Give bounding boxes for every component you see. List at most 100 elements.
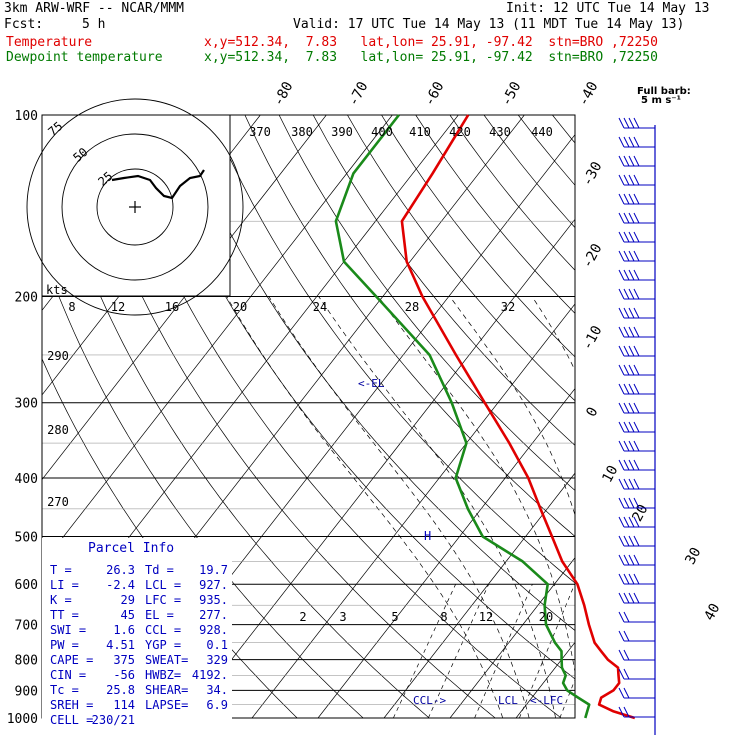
valid-time: Valid: 17 UTC Tue 14 May 13 (11 MDT Tue … <box>293 17 685 32</box>
dry-adiabat <box>415 115 575 314</box>
parcel-label: SWEAT= <box>145 653 188 667</box>
wind-barb-flag <box>633 231 640 243</box>
isotherm-label: 10 <box>599 463 621 485</box>
dewpoint-station-info: x,y=512.34, 7.83 lat,lon= 25.91, -97.42 … <box>204 50 658 65</box>
wind-barb <box>618 497 655 509</box>
wind-barb-flag <box>628 345 635 357</box>
theta-label: 420 <box>449 125 471 139</box>
dry-adiabat <box>312 115 575 446</box>
isotherm-label: -70 <box>345 79 371 109</box>
wind-barb-flag <box>628 554 635 566</box>
wind-barb <box>618 136 655 148</box>
wind-barb-flag <box>623 212 630 224</box>
wind-barb-flag <box>633 535 640 547</box>
parcel-value: -56 <box>113 668 135 682</box>
wind-barb-flag <box>633 573 640 585</box>
wind-barb-flag <box>618 155 625 167</box>
wind-barb-flag <box>628 421 635 433</box>
mixing-ratio-line <box>474 584 533 719</box>
wind-barb-flag <box>633 554 640 566</box>
parcel-value: 29 <box>121 593 135 607</box>
wind-barb-flag <box>623 269 630 281</box>
wind-barb-flag <box>618 250 625 262</box>
wind-barb-flag <box>633 459 640 471</box>
parcel-label: PW = <box>50 638 79 652</box>
isotherm-line <box>515 641 575 719</box>
wind-barb <box>618 345 655 357</box>
isotherm-line <box>251 303 575 719</box>
wind-barb-flag <box>623 535 630 547</box>
wind-barb <box>618 440 655 452</box>
wind-barb-flag <box>618 364 625 376</box>
parcel-value: 34. <box>206 683 228 697</box>
theta-label: 430 <box>489 125 511 139</box>
speed-label: 20 <box>233 300 247 314</box>
wind-barb-flag <box>633 364 640 376</box>
wind-barb-flag <box>628 136 635 148</box>
wind-barb-flag <box>623 668 630 680</box>
parcel-info-row: TT = 45 EL = 277. <box>50 608 228 622</box>
parcel-label: SHEAR= <box>145 683 188 697</box>
plot-frame <box>41 114 576 719</box>
hodograph-ring <box>26 98 244 316</box>
pressure-label: 500 <box>15 530 38 545</box>
mixing-ratio-label: 2 <box>299 610 306 624</box>
wind-barb <box>618 592 655 604</box>
dry-adiabat <box>587 115 740 718</box>
wind-barb-flag <box>633 402 640 414</box>
model-title: 3km ARW-WRF -- NCAR/MMM <box>4 1 185 16</box>
wind-barb-flag <box>633 212 640 224</box>
parcel-info-row: CELL =230/21 <box>50 713 135 727</box>
wind-barb-flag <box>618 592 625 604</box>
dry-adiabat <box>689 115 740 718</box>
parcel-info-row: Tc = 25.8 SHEAR= 34. <box>50 683 228 697</box>
isotherm-label: -30 <box>579 159 605 189</box>
wind-barb <box>618 307 655 319</box>
parcel-value: 4192. <box>192 668 228 682</box>
wind-barb-flag <box>618 554 625 566</box>
parcel-info-row: LI = -2.4 LCL = 927. <box>50 578 228 592</box>
theta-label: 370 <box>249 125 271 139</box>
level-marker: LCL <box>498 694 518 707</box>
mixing-ratio-label: 12 <box>479 610 493 624</box>
wind-barb-flag <box>628 440 635 452</box>
init-time: Init: 12 UTC Tue 14 May 13 <box>506 1 710 16</box>
wind-barb-flag <box>633 250 640 262</box>
wind-barb-flag <box>628 497 635 509</box>
wind-barb-flag <box>633 478 640 490</box>
wind-barb-flag <box>623 326 630 338</box>
wind-barb-flag <box>623 497 630 509</box>
theta-label: 270 <box>47 495 69 509</box>
parcel-value: 45 <box>121 608 135 622</box>
parcel-info-row: CAPE = 375 SWEAT= 329 <box>50 653 228 667</box>
dry-adiabat <box>347 115 575 402</box>
isotherm-label: -20 <box>579 241 605 271</box>
level-marker: <-EL <box>358 377 385 390</box>
wind-barb <box>618 421 655 433</box>
parcel-label: LAPSE= <box>145 698 188 712</box>
parcel-value: 6.9 <box>206 698 228 712</box>
parcel-label: YGP = <box>145 638 181 652</box>
wind-barb-flag <box>618 611 625 623</box>
parcel-label: TT = <box>50 608 79 622</box>
parcel-value: 19.7 <box>199 563 228 577</box>
wind-barb-flag <box>633 326 640 338</box>
wind-barb-flag <box>633 269 640 281</box>
wind-barb-flag <box>633 497 640 509</box>
pressure-label: 200 <box>15 291 38 306</box>
parcel-info-panel <box>42 538 232 720</box>
wind-barb-flag <box>628 288 635 300</box>
wind-barb <box>618 554 655 566</box>
parcel-info-title: Parcel Info <box>88 541 174 556</box>
mixing-ratio-line <box>428 584 490 719</box>
theta-label: 390 <box>331 125 353 139</box>
parcel-label: SREH = <box>50 698 93 712</box>
moist-adiabat <box>378 296 575 674</box>
theta-label: 290 <box>47 349 69 363</box>
wind-barb-flag <box>618 345 625 357</box>
parcel-info-row: T = 26.3 Td = 19.7 <box>50 563 228 577</box>
parcel-label: LI = <box>50 578 79 592</box>
wind-barb-flag <box>623 649 630 661</box>
theta-label: 380 <box>291 125 313 139</box>
hodograph-ring <box>96 168 174 246</box>
